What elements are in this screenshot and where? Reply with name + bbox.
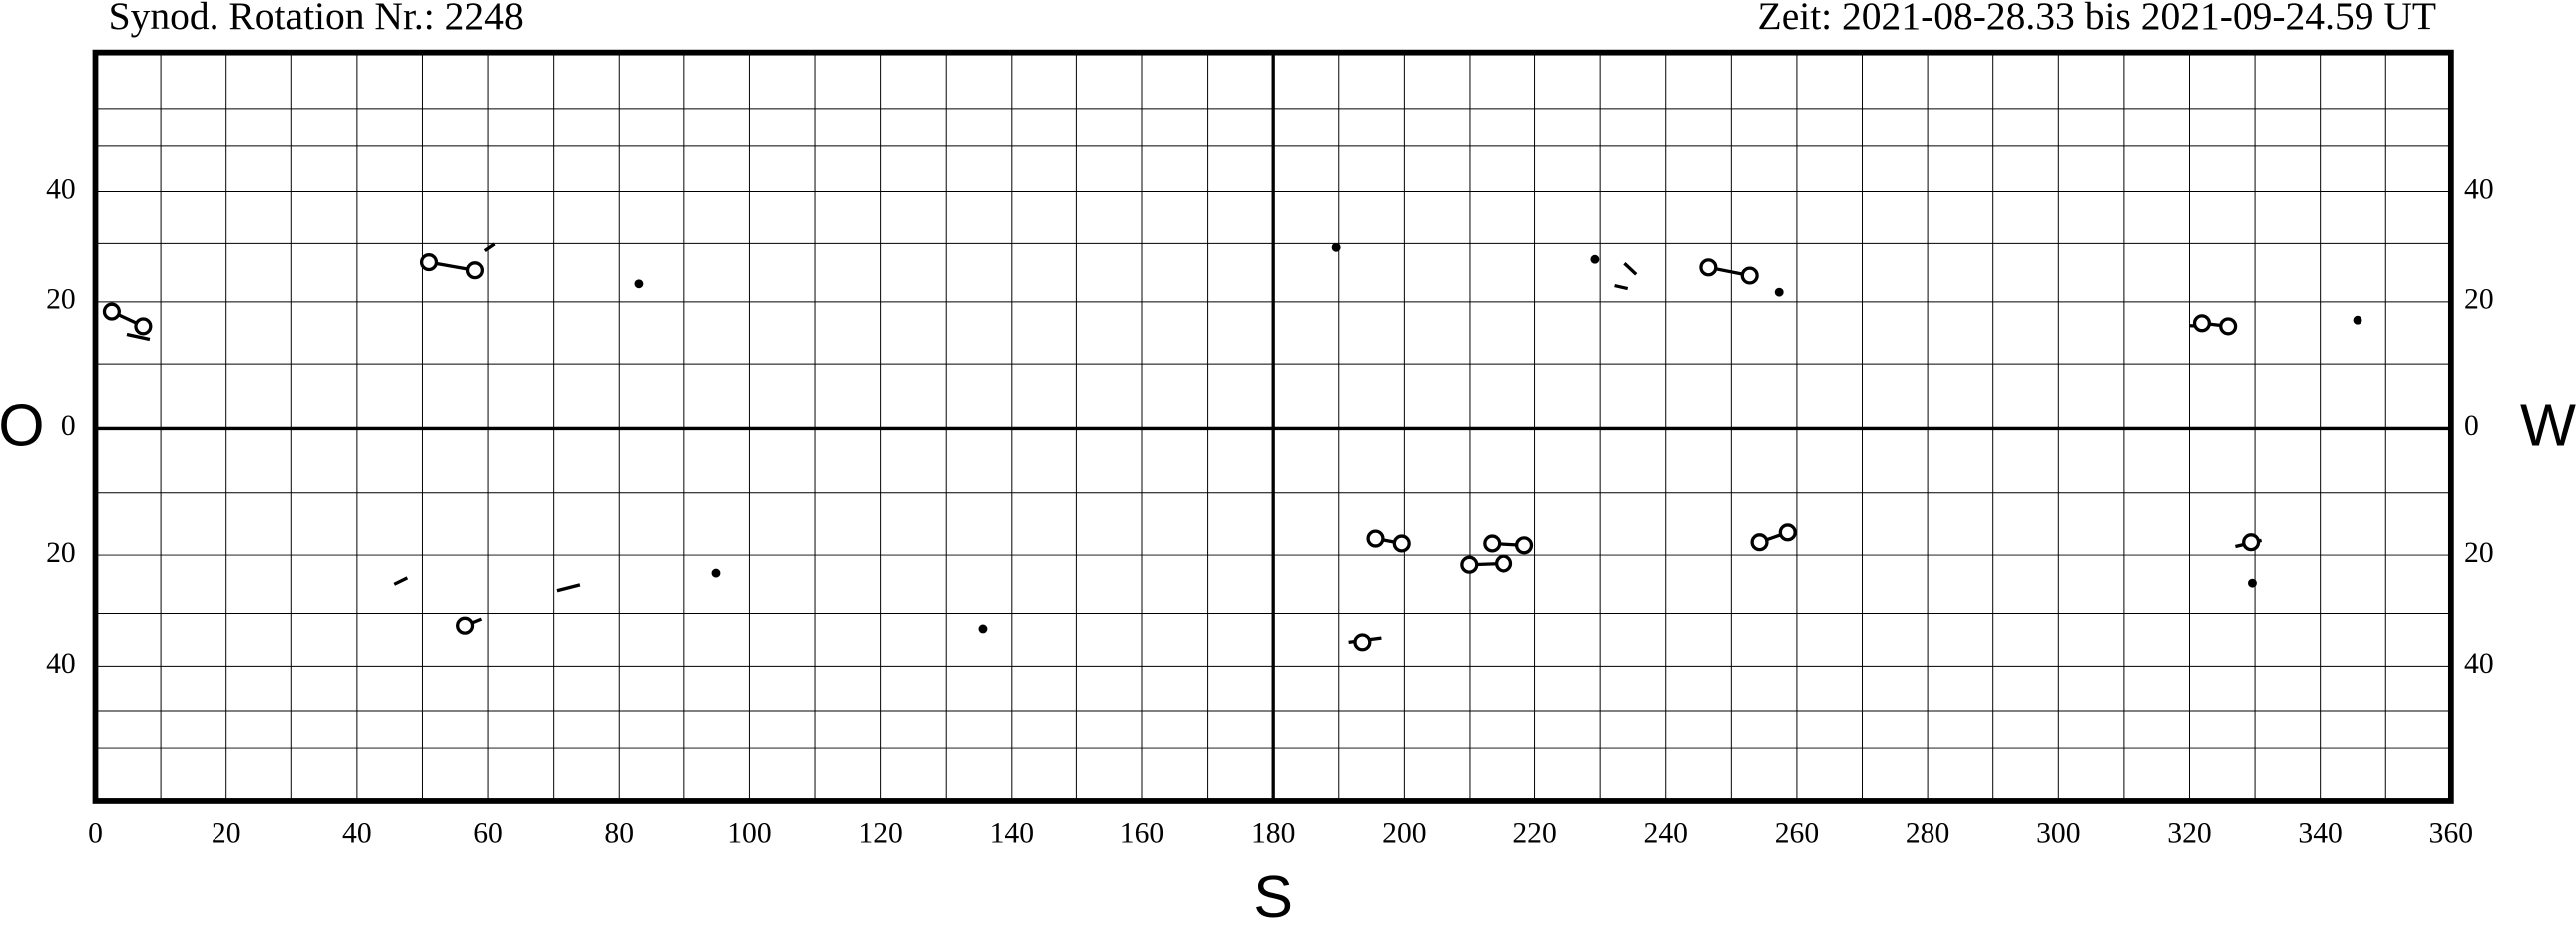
x-tick-label: 0 bbox=[88, 817, 103, 849]
x-tick-label: 100 bbox=[727, 817, 771, 849]
sunspot bbox=[2192, 314, 2211, 333]
sunspot bbox=[1514, 536, 1534, 555]
y-tick-label: 20 bbox=[46, 537, 76, 569]
sunspot bbox=[711, 568, 721, 578]
sunspot bbox=[2248, 578, 2257, 588]
chart-subtitle: Zeit: 2021-08-28.33 bis 2021-09-24.59 UT bbox=[1758, 0, 2436, 38]
sunspot bbox=[419, 253, 439, 272]
x-tick-label: 20 bbox=[212, 817, 241, 849]
sunspot bbox=[102, 302, 121, 321]
spot-track bbox=[1623, 262, 1638, 276]
sunspot bbox=[1366, 529, 1385, 548]
sunspot bbox=[1495, 554, 1513, 573]
sunspot bbox=[1483, 534, 1502, 553]
x-tick-label: 300 bbox=[2036, 817, 2080, 849]
x-tick-label: 140 bbox=[990, 817, 1034, 849]
spot-track bbox=[556, 583, 581, 593]
sunspot bbox=[1699, 258, 1718, 277]
sunspot bbox=[1750, 533, 1769, 552]
y-tick-label: 20 bbox=[46, 284, 76, 316]
sunspot bbox=[1353, 633, 1372, 652]
x-tick-label: 200 bbox=[1382, 817, 1426, 849]
sunspot bbox=[2242, 533, 2261, 552]
x-tick-label: 120 bbox=[858, 817, 902, 849]
sunspot bbox=[978, 624, 988, 634]
spot-track bbox=[393, 576, 409, 586]
x-tick-label: 320 bbox=[2167, 817, 2211, 849]
sunspot bbox=[465, 261, 485, 280]
x-tick-label: 80 bbox=[604, 817, 634, 849]
sunspot bbox=[1774, 287, 1784, 297]
y-tick-label-right: 40 bbox=[2464, 648, 2494, 680]
sunspot bbox=[134, 317, 153, 336]
sunspot bbox=[1331, 242, 1341, 252]
y-tick-label-right: 0 bbox=[2464, 410, 2479, 442]
sunspot bbox=[2353, 315, 2362, 325]
y-tick-label-right: 40 bbox=[2464, 173, 2494, 205]
chart-title: Synod. Rotation Nr.: 2248 bbox=[109, 0, 524, 38]
sunspot bbox=[1460, 555, 1479, 574]
sunspot bbox=[1740, 266, 1759, 285]
left-label: O bbox=[0, 392, 44, 459]
right-label: W bbox=[2520, 392, 2576, 459]
x-tick-label: 180 bbox=[1251, 817, 1295, 849]
spot-track bbox=[126, 332, 151, 342]
sunspot bbox=[1392, 534, 1411, 553]
sunspot bbox=[2219, 317, 2238, 336]
y-tick-label: 40 bbox=[46, 648, 76, 680]
sunspot bbox=[456, 616, 475, 635]
plot-frame bbox=[92, 49, 2454, 804]
spot-track bbox=[483, 242, 496, 253]
x-tick-label: 220 bbox=[1512, 817, 1556, 849]
x-tick-label: 40 bbox=[342, 817, 372, 849]
y-tick-label: 0 bbox=[61, 410, 76, 442]
x-tick-label: 240 bbox=[1644, 817, 1688, 849]
x-tick-label: 260 bbox=[1775, 817, 1819, 849]
x-tick-label: 360 bbox=[2429, 817, 2473, 849]
sunspot bbox=[634, 279, 644, 289]
x-tick-label: 160 bbox=[1120, 817, 1164, 849]
x-tick-label: 280 bbox=[1906, 817, 1949, 849]
bottom-label: S bbox=[1253, 863, 1293, 926]
x-tick-label: 60 bbox=[473, 817, 503, 849]
x-tick-label: 340 bbox=[2298, 817, 2342, 849]
spot-track bbox=[1614, 283, 1629, 291]
y-tick-label-right: 20 bbox=[2464, 284, 2494, 316]
sunspot bbox=[1590, 254, 1600, 264]
sunspot bbox=[1778, 523, 1797, 542]
y-tick-label-right: 20 bbox=[2464, 537, 2494, 569]
y-tick-label: 40 bbox=[46, 173, 76, 205]
